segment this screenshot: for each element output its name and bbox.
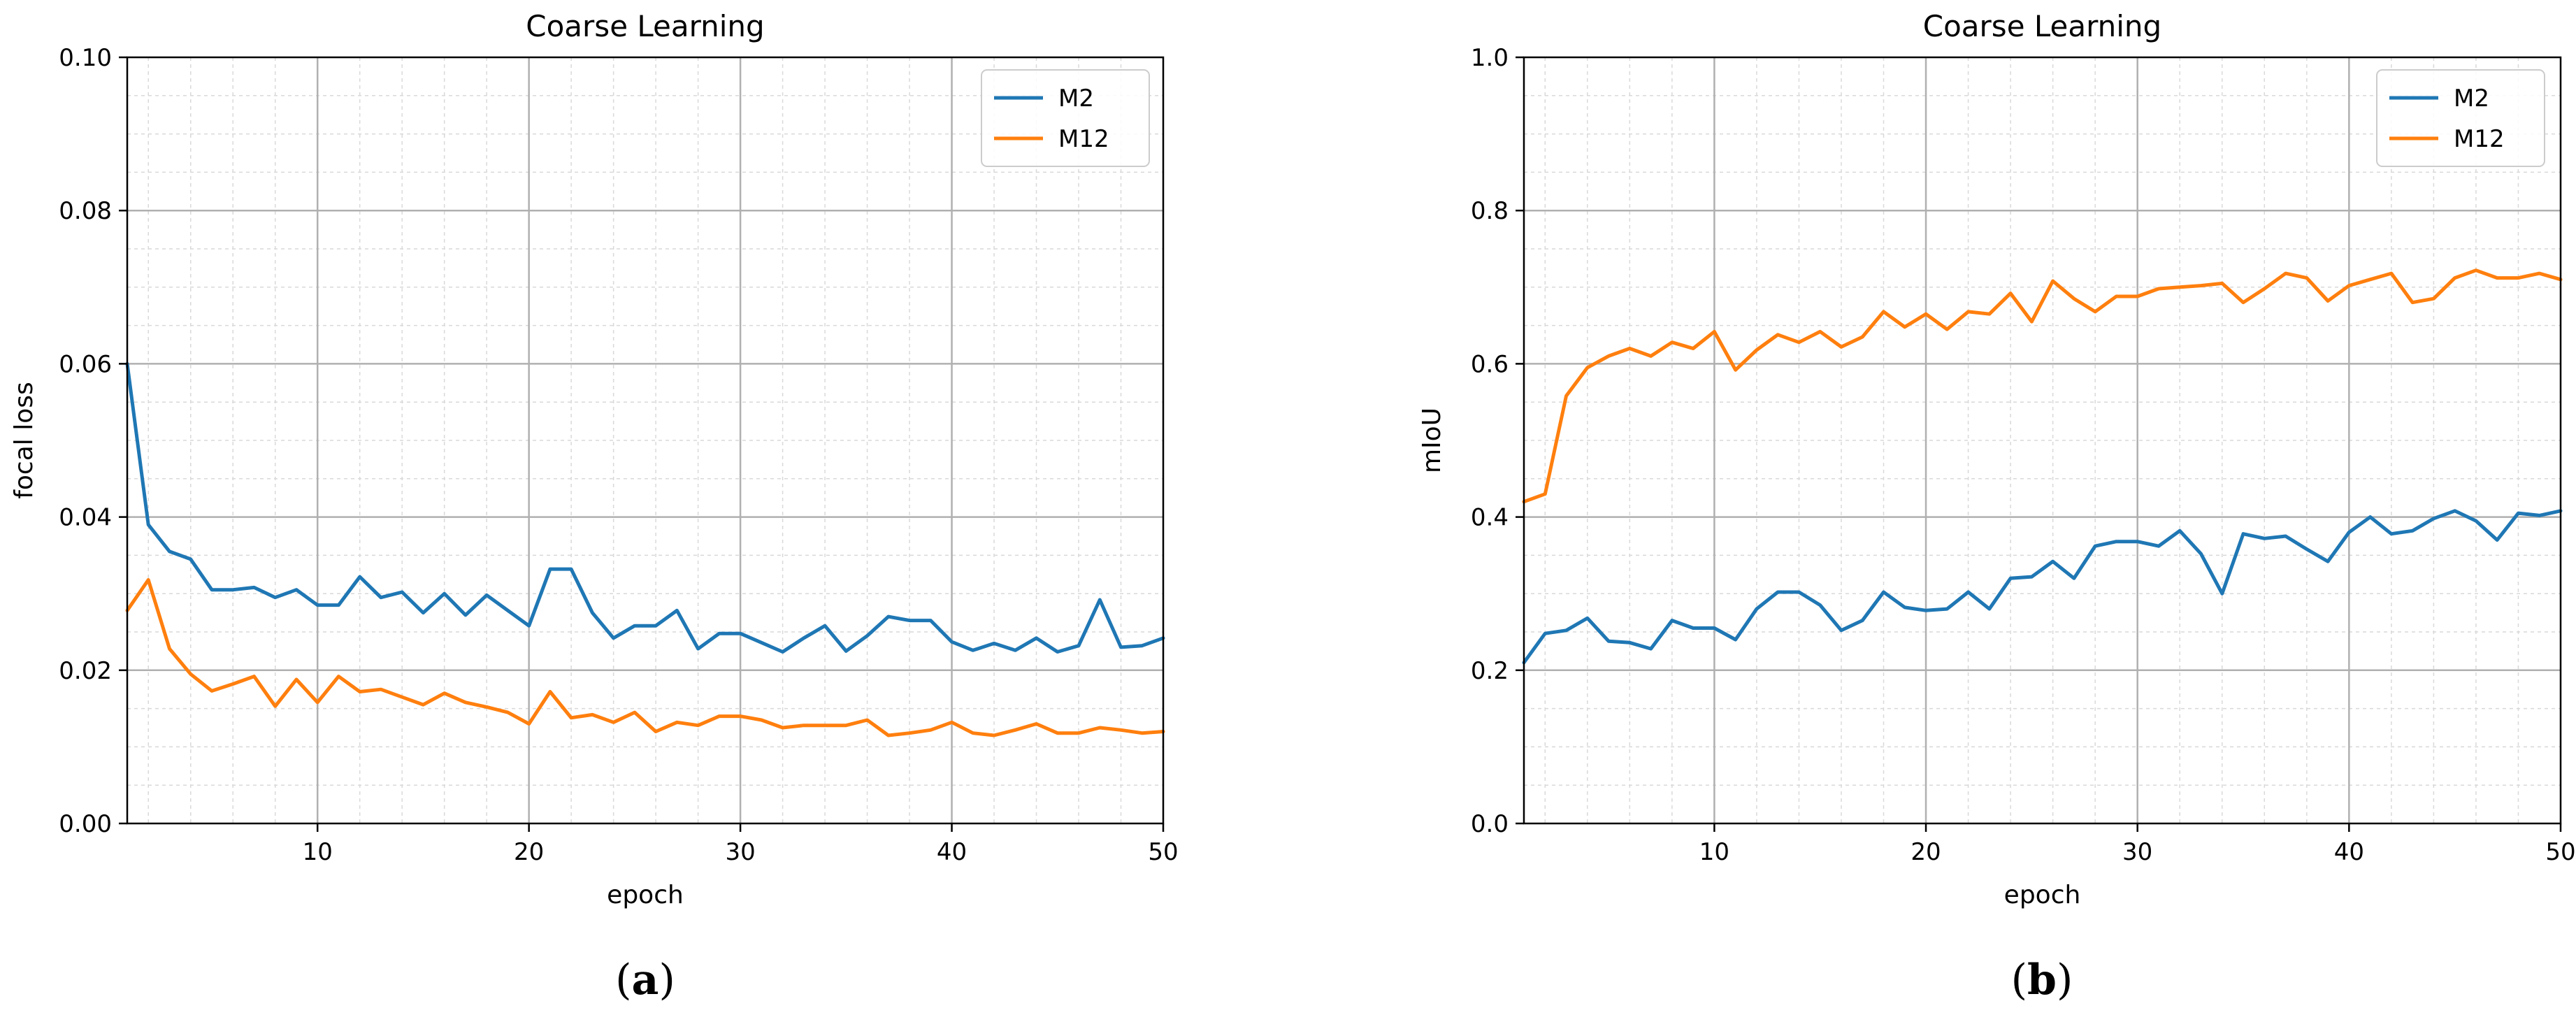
x-tick-label: 30 [725, 838, 755, 866]
y-tick-label: 0.02 [59, 657, 112, 685]
y-tick-label: 1.0 [1471, 44, 1509, 72]
legend-label-m2: M2 [2454, 85, 2489, 113]
y-tick-label: 0.6 [1471, 350, 1509, 378]
panel-caption: (a) [615, 956, 675, 1005]
legend-box [981, 69, 1150, 167]
legend-label-m2: M2 [1058, 85, 1094, 113]
legend-label-m12: M12 [2454, 125, 2505, 153]
legend-label-m12: M12 [1058, 125, 1109, 153]
x-tick-label: 50 [2545, 838, 2575, 866]
chart-title: Coarse Learning [526, 9, 764, 43]
y-tick-label: 0.8 [1471, 197, 1509, 225]
y-tick-label: 0.4 [1471, 504, 1509, 532]
y-tick-label: 0.04 [59, 504, 112, 532]
plot-frame [1523, 56, 2562, 825]
y-tick-label: 0.00 [59, 810, 112, 838]
x-tick-label: 10 [303, 838, 333, 866]
series-line-m12 [1522, 268, 2563, 504]
x-axis-label: epoch [2004, 881, 2081, 909]
x-tick-label: 10 [1699, 838, 1729, 866]
series-line-m2 [125, 361, 1165, 654]
y-axis-label: focal loss [10, 382, 38, 499]
y-tick-label: 0.10 [59, 44, 112, 72]
x-tick-label: 40 [937, 838, 967, 866]
x-tick-label: 20 [1911, 838, 1941, 866]
x-axis-label: epoch [607, 881, 684, 909]
y-tick-label: 0.2 [1471, 657, 1509, 685]
x-tick-label: 50 [1148, 838, 1178, 866]
plot-frame [126, 56, 1165, 825]
y-axis-label: mIoU [1418, 408, 1446, 473]
x-tick-label: 20 [514, 838, 544, 866]
x-tick-label: 30 [2122, 838, 2152, 866]
x-tick-label: 40 [2334, 838, 2364, 866]
series-line-m12 [125, 578, 1165, 737]
y-tick-label: 0.08 [59, 197, 112, 225]
chart-title: Coarse Learning [1923, 9, 2161, 43]
chart-panel-a: 10 20 30 40 50 0.00 0.02 0.04 0.06 0.08 0.10 Coarse… [10, 9, 1179, 1005]
panel-caption: (b) [2011, 956, 2073, 1005]
y-tick-label: 0.0 [1471, 810, 1509, 838]
y-tick-label: 0.06 [59, 350, 112, 378]
series-line-m2 [1522, 509, 2563, 665]
chart-panel-b: 10 20 30 40 50 0.0 0.2 0.4 0.6 0.8 1.0 Coarse Learn… [1418, 9, 2576, 1005]
legend-box [2376, 69, 2545, 167]
